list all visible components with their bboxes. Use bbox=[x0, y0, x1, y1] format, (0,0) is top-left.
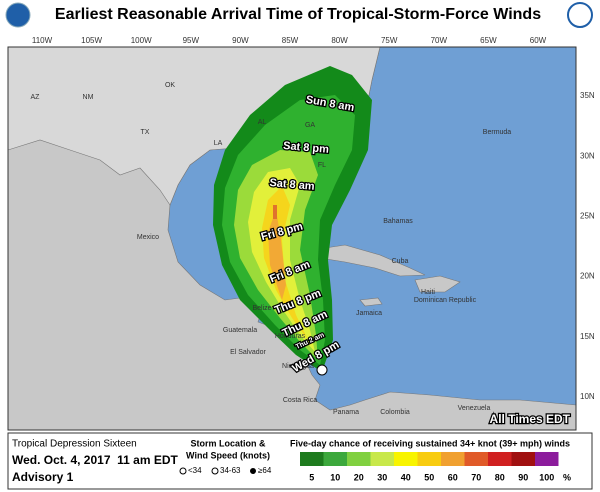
arrival-label: Sat 8 pm bbox=[283, 140, 330, 156]
place-label: AL bbox=[258, 119, 267, 126]
place-label: Mexico bbox=[137, 234, 159, 241]
legend-item: ≥64 bbox=[258, 466, 272, 475]
place-label: Cuba bbox=[392, 258, 409, 265]
probability-title: Five-day chance of receiving sustained 3… bbox=[290, 438, 570, 448]
legend-item: 34-63 bbox=[220, 466, 241, 475]
longitude-label: 60W bbox=[530, 36, 547, 45]
place-label: OK bbox=[165, 82, 175, 89]
place-label: Honduras bbox=[275, 333, 306, 340]
header: Earliest Reasonable Arrival Time of Trop… bbox=[5, 2, 593, 28]
scale-swatch bbox=[370, 452, 394, 466]
scale-label: 10 bbox=[330, 472, 340, 482]
place-label: Venezuela bbox=[458, 405, 491, 412]
hispaniola bbox=[414, 275, 461, 293]
map-frame bbox=[7, 46, 577, 431]
scale-swatch bbox=[535, 452, 559, 466]
legend-title: Storm Location & bbox=[190, 438, 266, 448]
legend-title: Wind Speed (knots) bbox=[186, 450, 270, 460]
lon-strip bbox=[8, 34, 576, 47]
map: 110W 105W 100W 95W 90W 85W 80W 75W 70W 65W 60W 35N 3… bbox=[7, 34, 595, 431]
place-label: AZ bbox=[31, 94, 41, 101]
advisory: Advisory 1 bbox=[12, 470, 74, 484]
scale-swatch bbox=[488, 452, 512, 466]
scale-swatch bbox=[347, 452, 371, 466]
nws-logo bbox=[567, 2, 593, 28]
place-label: TX bbox=[141, 129, 150, 136]
scale-label: 40 bbox=[401, 472, 411, 482]
place-label: GA bbox=[305, 122, 315, 129]
place-label: Bermuda bbox=[483, 129, 512, 136]
place-label: Dominican Republic bbox=[414, 297, 477, 304]
probability-unit: % bbox=[563, 472, 571, 482]
place-label: NM bbox=[83, 94, 94, 101]
longitude-label: 105W bbox=[81, 36, 102, 45]
scale-swatch bbox=[394, 452, 418, 466]
scale-swatch bbox=[511, 452, 535, 466]
longitude-label: 85W bbox=[282, 36, 299, 45]
longitude-label: 90W bbox=[232, 36, 249, 45]
scale-label: 60 bbox=[448, 472, 458, 482]
scale-swatch bbox=[417, 452, 441, 466]
legend-icon bbox=[250, 468, 256, 474]
latitude-label: 25N bbox=[580, 212, 595, 221]
scale-label: 50 bbox=[424, 472, 434, 482]
cuba bbox=[311, 244, 426, 277]
place-label: El Salvador bbox=[230, 349, 266, 356]
longitude-label: 80W bbox=[331, 36, 348, 45]
longitude-label: 70W bbox=[431, 36, 448, 45]
scale-label: 70 bbox=[471, 472, 481, 482]
latitude-label: 20N bbox=[580, 272, 595, 281]
scale-label: 20 bbox=[354, 472, 364, 482]
place-label: Nicaragua bbox=[282, 363, 314, 370]
place-label: Guatemala bbox=[223, 327, 257, 334]
scale-label: 80 bbox=[495, 472, 505, 482]
latitude-label: 15N bbox=[580, 332, 595, 341]
jamaica bbox=[359, 297, 383, 307]
place-label: Colombia bbox=[380, 409, 410, 416]
place-label: Haiti bbox=[421, 289, 435, 296]
place-label: SC bbox=[333, 102, 343, 109]
scale-swatch bbox=[323, 452, 347, 466]
scale-swatch bbox=[300, 452, 324, 466]
scale-label: 90 bbox=[518, 472, 528, 482]
longitude-label: 100W bbox=[131, 36, 152, 45]
legend-icon bbox=[179, 467, 187, 475]
latitude-label: 30N bbox=[580, 151, 595, 160]
storm-name: Tropical Depression Sixteen bbox=[12, 439, 137, 450]
arrival-label: Sat 8 am bbox=[269, 177, 315, 193]
longitude-label: 75W bbox=[381, 36, 398, 45]
noaa-logo bbox=[5, 2, 31, 28]
place-label: FL bbox=[318, 162, 326, 169]
advisory-time: Wed. Oct. 4, 2017 11 am EDT bbox=[12, 453, 179, 467]
scale-label: 5 bbox=[309, 472, 314, 482]
wind-swath bbox=[213, 66, 372, 372]
place-label: Belize bbox=[252, 305, 271, 312]
legend-item: <34 bbox=[188, 466, 202, 475]
place-label: Bahamas bbox=[383, 218, 413, 225]
time-note: All Times EDT bbox=[490, 412, 571, 426]
longitude-label: 95W bbox=[183, 36, 200, 45]
scale-swatch bbox=[464, 452, 488, 466]
place-label: Jamaica bbox=[356, 310, 382, 317]
longitude-label: 110W bbox=[32, 36, 53, 45]
scale-label: 30 bbox=[377, 472, 387, 482]
legend-icon bbox=[211, 467, 219, 475]
scale-label: 100 bbox=[539, 472, 554, 482]
longitude-label: 65W bbox=[480, 36, 497, 45]
place-label: Costa Rica bbox=[283, 397, 317, 404]
footer: Tropical Depression Sixteen Wed. Oct. 4,… bbox=[7, 432, 593, 490]
place-label: LA bbox=[214, 140, 223, 147]
place-label: Panama bbox=[333, 409, 359, 416]
latitude-label: 10N bbox=[580, 392, 595, 401]
scale-swatch bbox=[441, 452, 465, 466]
title: Earliest Reasonable Arrival Time of Trop… bbox=[55, 6, 541, 23]
latitude-label: 35N bbox=[580, 91, 595, 100]
storm-location bbox=[316, 364, 328, 376]
